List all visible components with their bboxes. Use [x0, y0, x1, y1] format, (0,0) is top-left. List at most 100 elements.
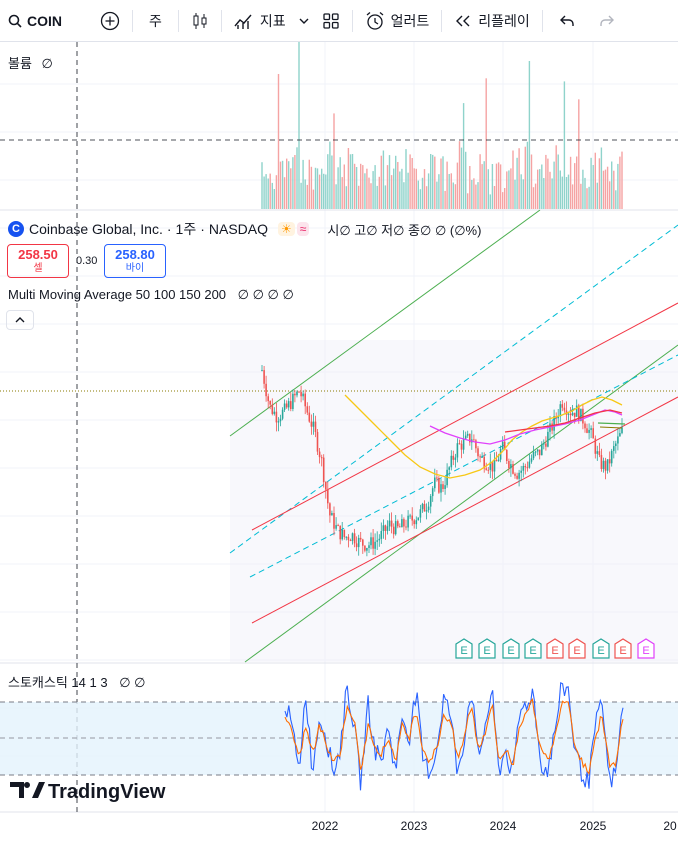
earnings-marker[interactable]: E	[592, 638, 610, 659]
candle-body	[543, 443, 545, 445]
candle-body	[522, 466, 525, 471]
volume-bar	[321, 168, 323, 209]
chart-style-icon: ≈	[296, 222, 310, 236]
symbol-search[interactable]: COIN	[0, 0, 70, 42]
volume-bar	[292, 157, 294, 209]
compare-button[interactable]	[92, 0, 128, 42]
ma-legend[interactable]: Multi Moving Average 50 100 150 200 ∅ ∅ …	[8, 287, 294, 303]
candle-body	[594, 438, 597, 454]
volume-bar	[611, 161, 613, 209]
candle-body	[466, 433, 469, 436]
volume-bar	[432, 154, 434, 209]
earnings-marker-label: E	[597, 645, 604, 657]
volume-bar	[477, 182, 479, 209]
candle-body	[378, 538, 381, 541]
layout-button[interactable]	[314, 0, 348, 42]
earnings-marker[interactable]: E	[455, 638, 473, 659]
candle-body	[273, 411, 276, 414]
branding-text: TradingView	[48, 781, 166, 803]
red-channel-upper	[251, 302, 678, 531]
candle-body	[316, 432, 319, 452]
chart-type-button[interactable]	[183, 0, 217, 42]
replay-button[interactable]: 리플레이	[446, 0, 538, 42]
volume-bar	[415, 168, 417, 209]
sell-button[interactable]: 258.50 셀	[7, 244, 69, 278]
candle-body	[462, 438, 465, 450]
redo-button[interactable]	[587, 0, 627, 42]
candle-body	[359, 537, 362, 540]
volume-bar	[430, 154, 432, 209]
earnings-marker[interactable]: E	[478, 638, 496, 659]
alert-button[interactable]: 얼러트	[357, 0, 438, 42]
indicators-button[interactable]: 지표	[226, 0, 294, 42]
candle-body	[431, 488, 434, 497]
candle-body	[448, 467, 450, 470]
volume-bar	[450, 173, 452, 209]
undo-button[interactable]	[547, 0, 587, 42]
candle-body	[300, 392, 302, 397]
earnings-marker[interactable]: E	[502, 638, 520, 659]
earnings-marker[interactable]: E	[568, 638, 586, 659]
earnings-marker-shape	[502, 638, 520, 659]
top-toolbar: COIN 주 지표 얼러트 리플레이	[0, 0, 678, 42]
volume-bar	[534, 183, 537, 209]
volume-bar	[563, 81, 566, 209]
candle-body	[296, 391, 298, 396]
volume-bar	[586, 188, 588, 209]
market-status-icon: ☀	[278, 222, 295, 236]
earnings-marker[interactable]: E	[524, 638, 542, 659]
volume-bar	[399, 171, 401, 209]
volume-bar	[502, 192, 504, 209]
candle-body	[456, 443, 459, 458]
candle-body	[434, 477, 436, 489]
instrument-name[interactable]: Coinbase Global, Inc.	[29, 221, 163, 237]
chart-canvas[interactable]: E E E E E E E E E 2022 2023 2024 2025 20 Trading…	[0, 42, 678, 843]
tradingview-logo[interactable]: TradingView	[10, 781, 166, 803]
candle-body	[419, 509, 422, 518]
candle-body	[582, 408, 584, 424]
candle-body	[518, 472, 520, 479]
volume-bar	[337, 167, 339, 209]
earnings-marker[interactable]: E	[614, 638, 632, 659]
volume-bar	[273, 189, 275, 209]
volume-bar	[454, 184, 457, 209]
earnings-marker-label: E	[642, 645, 649, 657]
volume-bar	[378, 176, 380, 209]
blue-channel-lower	[249, 354, 678, 578]
volume-bar	[485, 78, 487, 209]
earnings-marker[interactable]: E	[637, 638, 655, 659]
earnings-marker[interactable]: E	[546, 638, 564, 659]
volume-bar	[304, 179, 306, 209]
candle-body	[617, 436, 619, 444]
interval-button[interactable]: 주	[137, 0, 174, 42]
candle-body	[615, 443, 617, 446]
candle-body	[586, 428, 588, 433]
header-interval: 1주	[175, 221, 197, 237]
volume-bar	[427, 173, 430, 209]
candle-body	[329, 503, 331, 516]
toolbar-separator	[541, 9, 543, 32]
earnings-marker-label: E	[551, 645, 558, 657]
candle-body	[440, 484, 442, 493]
volume-bar	[393, 168, 395, 209]
indicators-dropdown[interactable]	[294, 0, 314, 42]
volume-bar	[555, 145, 557, 209]
volume-bar	[421, 177, 424, 209]
candle-body	[351, 533, 354, 541]
grid-layout-icon	[323, 12, 339, 29]
volume-bar	[524, 146, 526, 209]
volume-bar	[288, 161, 290, 209]
candle-body	[265, 383, 267, 397]
volume-bar	[314, 167, 317, 209]
collapse-legend-button[interactable]	[6, 310, 34, 330]
candle-body	[415, 520, 418, 525]
volume-bar	[617, 163, 619, 209]
volume-bar	[456, 162, 459, 209]
buy-button[interactable]: 258.80 바이	[104, 244, 166, 278]
candle-body	[460, 443, 463, 450]
volume-bar	[349, 154, 352, 209]
volume-bar	[419, 189, 422, 209]
candle-body	[397, 521, 399, 527]
volume-bar	[275, 175, 278, 209]
